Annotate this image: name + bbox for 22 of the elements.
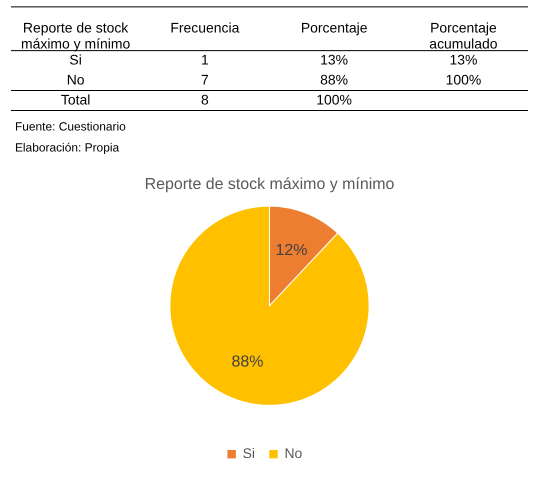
text: 7 [200, 72, 209, 88]
legend-label: No [284, 445, 303, 462]
text: 1 [200, 52, 209, 68]
source-note: Fuente: Cuestionario [14, 119, 126, 134]
text: 100% [446, 72, 482, 88]
category-label: Total [60, 91, 90, 108]
text: 13% [449, 52, 478, 68]
chart-title: Reporte de stock máximo y mínimo [144, 176, 395, 194]
pie-slice [169, 206, 370, 406]
text: 100% [316, 91, 352, 108]
legend-label: Si [242, 445, 256, 462]
category-label: Frecuencia [170, 20, 240, 36]
data-label: 88% [232, 353, 264, 370]
category-label: Porcentaje [300, 20, 368, 36]
text: 88% [320, 72, 348, 88]
category-label: No [66, 72, 85, 88]
data-label: 12% [276, 242, 308, 260]
text: Elaboración: Propia [14, 140, 120, 154]
text: 13% [320, 52, 348, 68]
category-label: Si [69, 52, 82, 68]
category-label: Porcentaje acumulado [429, 20, 498, 52]
text: 8 [200, 91, 209, 108]
